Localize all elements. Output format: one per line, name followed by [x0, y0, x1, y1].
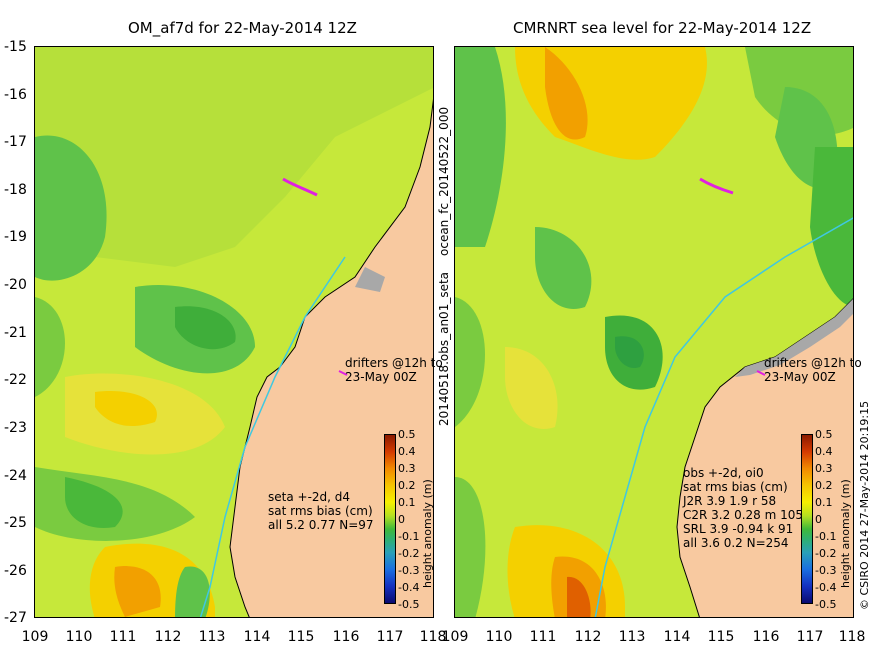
right-map-field [455, 47, 853, 617]
x-tick: 110 [65, 629, 93, 645]
x-tick: 112 [154, 629, 182, 645]
right-stats-line: all 3.6 0.2 N=254 [683, 536, 789, 550]
colorbar-tick: -0.2 [398, 547, 420, 560]
colorbar-tick: 0.2 [815, 479, 833, 492]
y-tick: -16 [4, 87, 27, 103]
y-tick: -24 [4, 468, 27, 484]
colorbar-tick: -0.5 [815, 598, 837, 611]
x-tick: 111 [109, 629, 137, 645]
colorbar-tick: 0.2 [398, 479, 416, 492]
y-tick: -25 [4, 515, 27, 531]
right-stats-line: sat rms bias (cm) [683, 480, 788, 494]
colorbar-tick: 0.5 [815, 428, 833, 441]
left-colorbar-label: height anomaly (m) [421, 479, 434, 588]
right-colorbar-label: height anomaly (m) [839, 479, 852, 588]
right-map [454, 46, 854, 618]
colorbar-tick: 0 [815, 513, 822, 526]
colorbar-tick: -0.2 [815, 547, 837, 560]
x-tick: 118 [838, 629, 866, 645]
y-tick: -26 [4, 563, 27, 579]
y-tick: -22 [4, 372, 27, 388]
colorbar-tick: -0.4 [815, 581, 837, 594]
x-tick: 109 [441, 629, 469, 645]
right-stats-line: SRL 3.9 -0.94 k 91 [683, 522, 794, 536]
colorbar-tick: 0.5 [398, 428, 416, 441]
x-tick: 111 [529, 629, 557, 645]
colorbar-tick: -0.1 [815, 530, 837, 543]
y-tick: -17 [4, 134, 27, 150]
y-tick: -19 [4, 229, 27, 245]
colorbar-tick: 0.4 [398, 445, 416, 458]
x-tick: 118 [419, 629, 447, 645]
left-drifters-label-2: 23-May 00Z [345, 370, 417, 384]
y-tick: -18 [4, 182, 27, 198]
x-tick: 113 [618, 629, 646, 645]
colorbar-tick: -0.3 [815, 564, 837, 577]
colorbar-tick: 0.1 [398, 496, 416, 509]
y-tick: -20 [4, 277, 27, 293]
x-tick: 109 [21, 629, 49, 645]
x-tick: 114 [663, 629, 691, 645]
y-tick: -23 [4, 420, 27, 436]
colorbar-tick: 0.1 [815, 496, 833, 509]
forecast-id-label: ocean_fc_20140522_000 [437, 106, 451, 256]
x-tick: 117 [376, 629, 404, 645]
colorbar-tick: 0.4 [815, 445, 833, 458]
left-drifters-label-1: drifters @12h to [345, 356, 443, 370]
y-tick: -15 [4, 39, 27, 55]
right-colorbar [801, 434, 813, 604]
x-tick: 112 [574, 629, 602, 645]
left-map-field [35, 47, 433, 617]
left-stats-line: seta +-2d, d4 [268, 490, 351, 504]
run-id-label: 20140518.obs_an01_seta [437, 271, 451, 426]
copyright-label: © CSIRO 2014 27-May-2014 20:19:15 [858, 400, 871, 610]
right-drifters-label-2: 23-May 00Z [764, 370, 836, 384]
left-colorbar [384, 434, 396, 604]
x-tick: 114 [243, 629, 271, 645]
colorbar-tick: -0.3 [398, 564, 420, 577]
right-map-title: CMRNRT sea level for 22-May-2014 12Z [513, 19, 812, 37]
left-stats-line: sat rms bias (cm) [268, 504, 373, 518]
colorbar-tick: 0.3 [398, 462, 416, 475]
right-stats-line: C2R 3.2 0.28 m 105 [683, 508, 804, 522]
x-tick: 115 [707, 629, 735, 645]
x-tick: 116 [752, 629, 780, 645]
left-map [34, 46, 434, 618]
y-tick: -27 [4, 610, 27, 626]
x-tick: 117 [796, 629, 824, 645]
x-tick: 113 [198, 629, 226, 645]
x-tick: 116 [332, 629, 360, 645]
colorbar-tick: -0.5 [398, 598, 420, 611]
x-tick: 110 [485, 629, 513, 645]
colorbar-tick: 0.3 [815, 462, 833, 475]
colorbar-tick: 0 [398, 513, 405, 526]
right-stats-line: obs +-2d, oi0 [683, 466, 764, 480]
right-drifters-label-1: drifters @12h to [764, 356, 862, 370]
x-tick: 115 [287, 629, 315, 645]
right-stats-line: J2R 3.9 1.9 r 58 [683, 494, 777, 508]
colorbar-tick: -0.4 [398, 581, 420, 594]
colorbar-tick: -0.1 [398, 530, 420, 543]
left-stats-line: all 5.2 0.77 N=97 [268, 518, 374, 532]
left-map-title: OM_af7d for 22-May-2014 12Z [128, 19, 357, 37]
y-tick: -21 [4, 325, 27, 341]
